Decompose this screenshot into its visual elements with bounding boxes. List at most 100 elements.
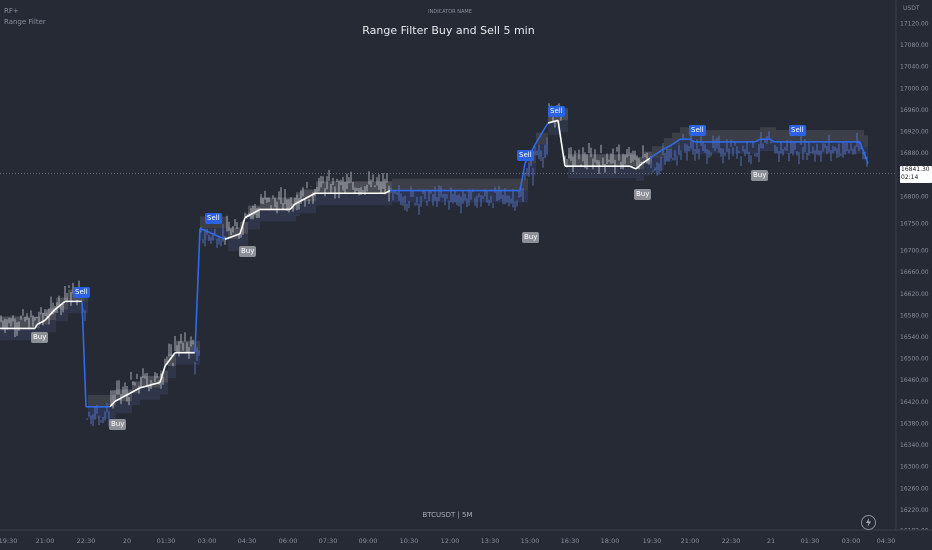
lower-band-segment xyxy=(720,141,724,154)
lower-band-segment xyxy=(308,201,312,214)
time-tick-label: 15:00 xyxy=(521,537,540,545)
upper-band-segment xyxy=(508,178,512,191)
lower-band-segment xyxy=(272,209,276,222)
sell-signal-label[interactable]: Sell xyxy=(689,125,706,137)
lower-band-segment xyxy=(424,190,428,203)
lower-band-segment xyxy=(420,190,424,203)
lower-band-segment xyxy=(592,166,596,179)
upper-band-segment xyxy=(604,154,608,167)
lower-band-segment xyxy=(432,190,436,203)
buy-signal-label[interactable]: Buy xyxy=(522,232,540,244)
price-tick-label: 16380.00 xyxy=(900,420,929,427)
upper-band-segment xyxy=(712,130,716,142)
sell-signal-label[interactable]: Sell xyxy=(73,287,90,299)
upper-band-segment xyxy=(372,181,376,194)
price-tick-label: 16500.00 xyxy=(900,356,929,363)
lower-band-segment xyxy=(560,120,564,133)
lower-band-segment xyxy=(96,406,100,419)
upper-band-segment xyxy=(820,130,824,142)
upper-band-segment xyxy=(680,127,684,140)
lower-band-segment xyxy=(260,209,264,222)
filter-line-segment xyxy=(164,352,176,367)
sell-signal-label[interactable]: Sell xyxy=(789,125,806,137)
chart-title: Range Filter Buy and Sell 5 min xyxy=(362,24,535,37)
upper-band-segment xyxy=(252,205,256,218)
lower-band-segment xyxy=(752,141,756,154)
lower-band-segment xyxy=(552,122,556,135)
lower-band-segment xyxy=(0,328,4,341)
upper-band-segment xyxy=(808,130,812,142)
indicator-long-name[interactable]: Range Filter xyxy=(4,18,46,26)
time-tick-label: 19:30 xyxy=(0,537,17,545)
lower-band-segment xyxy=(528,163,532,176)
buy-signal-label[interactable]: Buy xyxy=(634,189,652,201)
buy-signal-label[interactable]: Buy xyxy=(239,245,257,257)
sell-signal-label[interactable]: Sell xyxy=(205,213,222,225)
sell-signal-label[interactable]: Sell xyxy=(517,149,534,161)
upper-band-segment xyxy=(180,340,184,353)
upper-band-segment xyxy=(768,127,772,140)
filter-line-segment xyxy=(861,147,869,164)
symbol-watermark: BTCUSDT | 5M xyxy=(422,511,473,519)
upper-band-segment xyxy=(496,178,500,191)
upper-band-segment xyxy=(864,135,868,148)
upper-band-segment xyxy=(324,181,328,194)
upper-band-segment xyxy=(588,154,592,167)
upper-band-segment xyxy=(8,316,12,329)
upper-band-segment xyxy=(224,216,228,229)
lower-band-segment xyxy=(712,141,716,154)
lower-band-segment xyxy=(508,190,512,203)
lower-band-segment xyxy=(148,387,152,400)
indicator-short-name[interactable]: RF+ xyxy=(4,7,19,15)
lightning-icon[interactable] xyxy=(861,515,876,530)
upper-band-segment xyxy=(404,178,408,191)
upper-band-segment xyxy=(744,130,748,142)
buy-signal-label[interactable]: Buy xyxy=(751,170,769,182)
time-tick-label: 21:00 xyxy=(681,537,700,545)
filter-line-segment xyxy=(384,189,391,194)
lower-band-segment xyxy=(532,163,536,176)
upper-band-segment xyxy=(452,178,456,191)
buy-signal-label[interactable]: Buy xyxy=(109,418,127,430)
upper-band-segment xyxy=(564,108,568,121)
time-tick-label: 22:30 xyxy=(722,537,741,545)
lower-band-segment xyxy=(164,382,168,395)
lower-band-segment xyxy=(20,328,24,341)
upper-band-segment xyxy=(400,178,404,191)
upper-band-segment xyxy=(736,130,740,142)
lower-band-segment xyxy=(324,193,328,206)
lower-band-segment xyxy=(316,193,320,206)
upper-band-segment xyxy=(616,154,620,167)
lower-band-segment xyxy=(464,190,468,203)
upper-band-segment xyxy=(644,151,648,164)
time-tick-label: 13:30 xyxy=(481,537,500,545)
upper-band-segment xyxy=(844,130,848,142)
lightning-glyph xyxy=(866,518,871,527)
upper-band-segment xyxy=(512,178,516,191)
upper-band-segment xyxy=(716,130,720,142)
upper-band-segment xyxy=(176,340,180,353)
lower-band-segment xyxy=(480,190,484,203)
lower-band-segment xyxy=(816,141,820,154)
upper-band-segment xyxy=(196,340,200,353)
lower-band-segment xyxy=(692,139,696,152)
lower-band-segment xyxy=(680,139,684,152)
buy-signal-label[interactable]: Buy xyxy=(31,332,49,344)
lower-band-segment xyxy=(128,401,132,414)
lower-band-segment xyxy=(404,190,408,203)
lower-band-segment xyxy=(388,193,392,206)
lower-band-segment xyxy=(852,141,856,154)
lower-band-segment xyxy=(576,166,580,179)
sell-signal-label[interactable]: Sell xyxy=(548,106,565,118)
upper-band-segment xyxy=(140,375,144,388)
lower-band-segment xyxy=(756,141,760,154)
upper-band-segment xyxy=(668,138,672,151)
time-tick-label: 07:30 xyxy=(319,537,338,545)
filter-line-segment xyxy=(557,120,566,167)
lower-band-segment xyxy=(672,144,676,157)
filter-line-segment xyxy=(109,400,116,408)
filter-line-segment xyxy=(194,228,201,353)
filter-line-segment xyxy=(519,163,526,191)
upper-band-segment xyxy=(344,181,348,194)
